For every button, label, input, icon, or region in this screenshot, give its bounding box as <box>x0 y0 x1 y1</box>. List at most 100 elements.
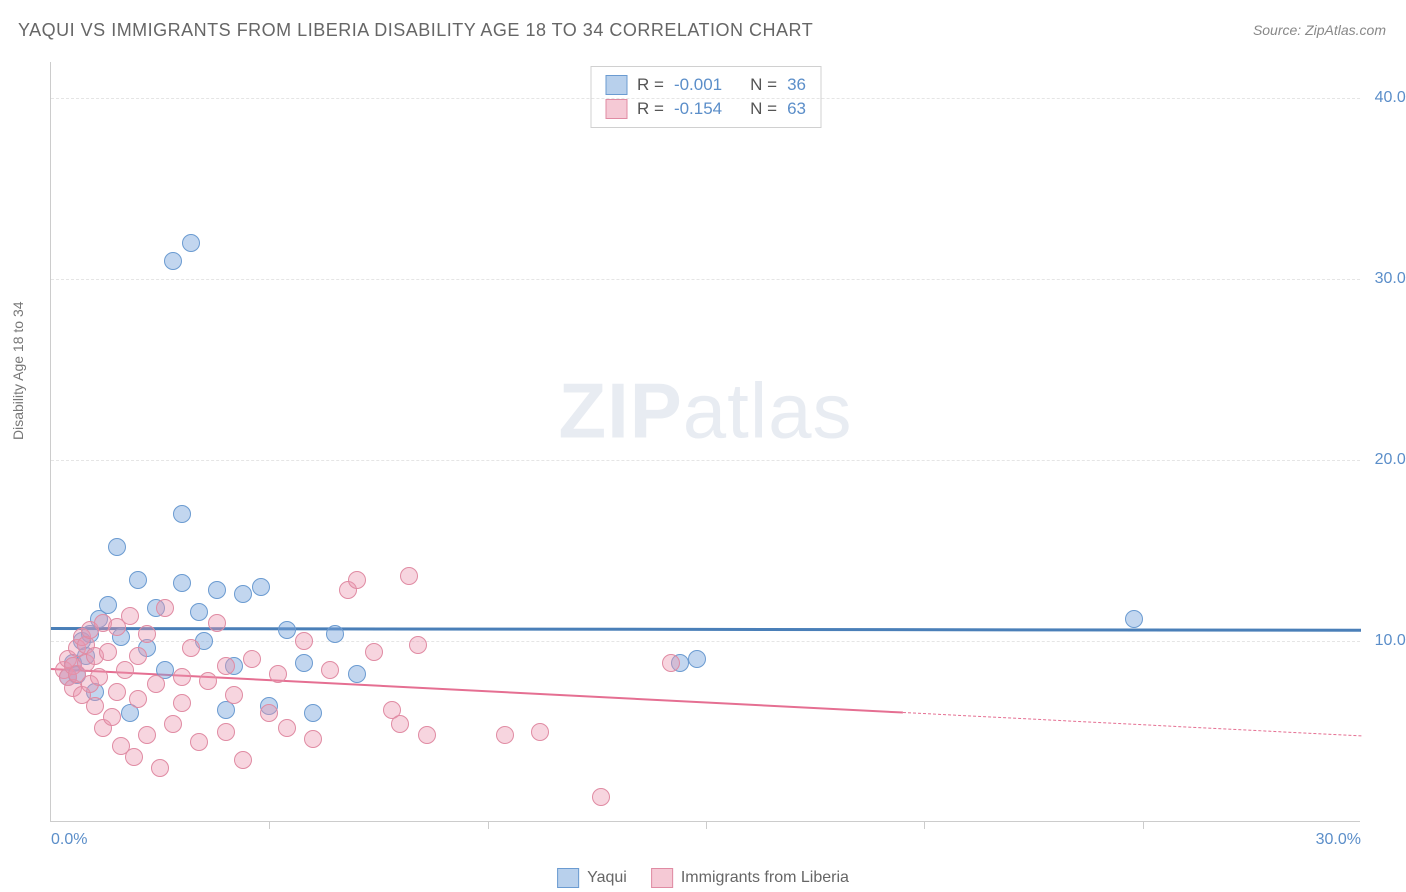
gridline-h <box>51 98 1360 99</box>
legend-n-label: N = <box>750 75 777 95</box>
point-immigrants-from-liberia <box>409 636 427 654</box>
legend-label-liberia: Immigrants from Liberia <box>681 869 849 887</box>
correlation-legend: R = -0.001 N = 36 R = -0.154 N = 63 <box>590 66 821 128</box>
point-immigrants-from-liberia <box>592 788 610 806</box>
legend-r-label: R = <box>637 99 664 119</box>
point-immigrants-from-liberia <box>108 683 126 701</box>
point-immigrants-from-liberia <box>531 723 549 741</box>
point-yaqui <box>252 578 270 596</box>
legend-row: R = -0.001 N = 36 <box>605 73 806 97</box>
point-immigrants-from-liberia <box>496 726 514 744</box>
legend-r-value: -0.001 <box>674 75 722 95</box>
legend-n-value: 36 <box>787 75 806 95</box>
point-immigrants-from-liberia <box>138 625 156 643</box>
point-immigrants-from-liberia <box>90 668 108 686</box>
point-immigrants-from-liberia <box>182 639 200 657</box>
series-legend: Yaqui Immigrants from Liberia <box>557 868 849 888</box>
point-immigrants-from-liberia <box>304 730 322 748</box>
point-immigrants-from-liberia <box>103 708 121 726</box>
point-immigrants-from-liberia <box>121 607 139 625</box>
legend-r-value: -0.154 <box>674 99 722 119</box>
point-yaqui <box>190 603 208 621</box>
xtick-minor <box>706 821 707 829</box>
legend-item-liberia: Immigrants from Liberia <box>651 868 849 888</box>
point-immigrants-from-liberia <box>173 668 191 686</box>
point-immigrants-from-liberia <box>278 719 296 737</box>
point-immigrants-from-liberia <box>190 733 208 751</box>
point-immigrants-from-liberia <box>295 632 313 650</box>
trendline-dashed <box>902 712 1361 736</box>
point-yaqui <box>326 625 344 643</box>
point-immigrants-from-liberia <box>217 657 235 675</box>
legend-swatch-liberia <box>651 868 673 888</box>
legend-swatch-yaqui <box>557 868 579 888</box>
xtick-label: 0.0% <box>51 831 87 849</box>
plot-area: ZIPatlas R =-0.001N =36R =-0.154N =63 10… <box>50 62 1360 822</box>
point-yaqui <box>108 538 126 556</box>
point-yaqui <box>688 650 706 668</box>
point-immigrants-from-liberia <box>662 654 680 672</box>
point-immigrants-from-liberia <box>173 694 191 712</box>
point-immigrants-from-liberia <box>243 650 261 668</box>
xtick-minor <box>488 821 489 829</box>
ytick-label: 40.0% <box>1365 89 1406 107</box>
point-immigrants-from-liberia <box>116 661 134 679</box>
point-yaqui <box>173 505 191 523</box>
ytick-label: 20.0% <box>1365 451 1406 469</box>
point-immigrants-from-liberia <box>348 571 366 589</box>
legend-swatch <box>605 99 627 119</box>
y-axis-label: Disability Age 18 to 34 <box>10 301 26 440</box>
legend-item-yaqui: Yaqui <box>557 868 627 888</box>
point-immigrants-from-liberia <box>260 704 278 722</box>
point-immigrants-from-liberia <box>129 647 147 665</box>
ytick-label: 10.0% <box>1365 632 1406 650</box>
point-yaqui <box>234 585 252 603</box>
legend-r-label: R = <box>637 75 664 95</box>
chart-container: YAQUI VS IMMIGRANTS FROM LIBERIA DISABIL… <box>0 0 1406 892</box>
point-immigrants-from-liberia <box>418 726 436 744</box>
legend-row: R = -0.154 N = 63 <box>605 97 806 121</box>
legend-n-label: N = <box>750 99 777 119</box>
point-yaqui <box>99 596 117 614</box>
gridline-h <box>51 279 1360 280</box>
gridline-h <box>51 460 1360 461</box>
xtick-minor <box>1143 821 1144 829</box>
point-immigrants-from-liberia <box>208 614 226 632</box>
point-immigrants-from-liberia <box>225 686 243 704</box>
chart-title: YAQUI VS IMMIGRANTS FROM LIBERIA DISABIL… <box>18 20 813 41</box>
point-immigrants-from-liberia <box>86 697 104 715</box>
point-yaqui <box>348 665 366 683</box>
point-immigrants-from-liberia <box>199 672 217 690</box>
point-yaqui <box>164 252 182 270</box>
xtick-minor <box>924 821 925 829</box>
watermark: ZIPatlas <box>558 366 852 457</box>
point-yaqui <box>304 704 322 722</box>
ytick-label: 30.0% <box>1365 270 1406 288</box>
point-yaqui <box>295 654 313 672</box>
point-immigrants-from-liberia <box>156 599 174 617</box>
point-immigrants-from-liberia <box>365 643 383 661</box>
legend-n-value: 63 <box>787 99 806 119</box>
point-immigrants-from-liberia <box>151 759 169 777</box>
gridline-h <box>51 641 1360 642</box>
point-yaqui <box>208 581 226 599</box>
point-yaqui <box>182 234 200 252</box>
point-immigrants-from-liberia <box>269 665 287 683</box>
point-immigrants-from-liberia <box>217 723 235 741</box>
point-immigrants-from-liberia <box>391 715 409 733</box>
point-yaqui <box>1125 610 1143 628</box>
point-yaqui <box>278 621 296 639</box>
trendline-yaqui <box>51 627 1361 632</box>
point-immigrants-from-liberia <box>234 751 252 769</box>
point-immigrants-from-liberia <box>129 690 147 708</box>
legend-label-yaqui: Yaqui <box>587 869 627 887</box>
point-yaqui <box>173 574 191 592</box>
point-immigrants-from-liberia <box>147 675 165 693</box>
point-immigrants-from-liberia <box>138 726 156 744</box>
point-immigrants-from-liberia <box>400 567 418 585</box>
xtick-minor <box>269 821 270 829</box>
source-attribution: Source: ZipAtlas.com <box>1253 22 1386 38</box>
xtick-label: 30.0% <box>1316 831 1361 849</box>
point-immigrants-from-liberia <box>99 643 117 661</box>
point-immigrants-from-liberia <box>125 748 143 766</box>
